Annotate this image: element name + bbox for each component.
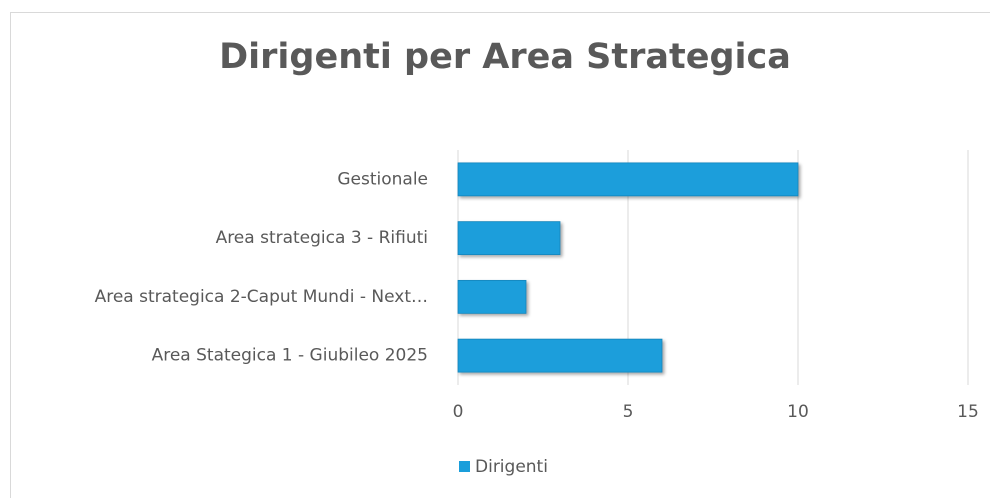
x-tick-label: 15 <box>957 402 979 422</box>
bar <box>457 221 561 256</box>
chart-title: Dirigenti per Area Strategica <box>219 37 791 77</box>
x-tick-label: 0 <box>453 402 464 422</box>
y-tick-label: Area Stategica 1 - Giubileo 2025 <box>152 346 428 366</box>
x-tick-label: 5 <box>623 402 634 422</box>
legend-label: Dirigenti <box>475 457 548 477</box>
x-tick-label: 10 <box>787 402 809 422</box>
bar <box>457 338 663 373</box>
y-tick-label: Gestionale <box>337 169 428 189</box>
legend-swatch <box>459 461 470 472</box>
y-tick-label: Area strategica 2-Caput Mundi - Next… <box>95 287 428 307</box>
y-tick-label: Area strategica 3 - Rifiuti <box>216 228 428 248</box>
chart-border <box>10 12 990 498</box>
bar <box>457 279 527 314</box>
bar <box>457 162 799 197</box>
